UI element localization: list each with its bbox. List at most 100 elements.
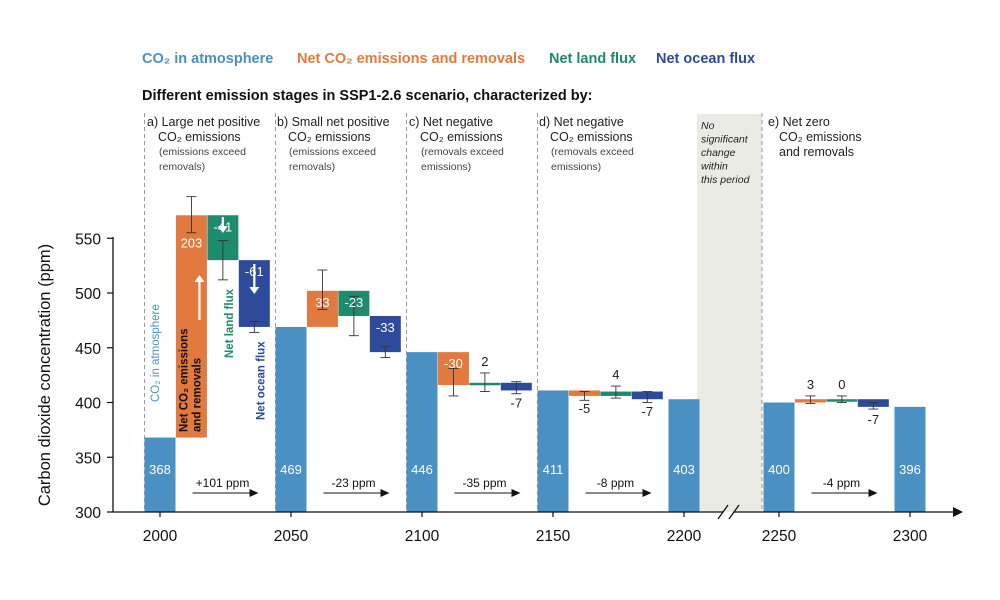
bar-atmosphere (406, 352, 438, 512)
bar-ocean (369, 315, 401, 353)
y-tick-label: 400 (75, 396, 101, 413)
inner-annotations: CO₂ in atmosphere Net CO₂ emissions and re… (150, 217, 267, 432)
axis-break-mark (728, 504, 740, 520)
stage-header-line: b) Small net positive (277, 115, 390, 129)
stage-header-line: c) Net negative (409, 115, 493, 129)
x-tick-label: 2150 (536, 528, 571, 545)
bar-value-label: -5 (579, 401, 591, 416)
change-arrows: +101 ppm -23 ppm -35 ppm -8 ppm -4 ppm (192, 476, 878, 497)
bar-atmosphere (144, 437, 176, 512)
y-tick-label: 550 (75, 231, 101, 248)
bar-value-label: 33 (315, 295, 329, 310)
x-tick-label: 2250 (762, 528, 797, 545)
rotated-series-label: Net ocean flux (255, 341, 267, 420)
stage-header-line: e) Net zero (768, 115, 830, 129)
stage-header-line: and removals (779, 145, 854, 159)
gap-note-line: change (701, 147, 736, 159)
y-tick-label: 500 (75, 286, 101, 303)
bar-labels: 368203-41-6146933-23-33446-302-7411-54-7… (149, 219, 921, 477)
legend-label-2: Net land flux (549, 51, 636, 67)
y-axis-label: Carbon dioxide concentration (ppm) (36, 244, 54, 506)
change-label: -4 ppm (823, 476, 860, 490)
rotated-series-label: and removals (191, 358, 203, 432)
bar-atmosphere (668, 399, 700, 512)
legend-label-1: Net CO₂ emissions and removals (297, 51, 525, 67)
change-label: +101 ppm (196, 476, 250, 490)
stage-header-line: a) Large net positive (147, 115, 260, 129)
bar-value-label: -30 (444, 356, 463, 371)
bar-value-label: 368 (149, 462, 171, 477)
chart-title: Different emission stages in SSP1-2.6 sc… (142, 88, 592, 104)
legend: CO₂ in atmosphere Net CO₂ emissions and r… (142, 51, 755, 67)
bar-value-label: -23 (344, 295, 363, 310)
bar-value-label: 0 (838, 377, 845, 392)
stage-header-line: CO₂ emissions (158, 130, 241, 144)
gap-band-rect (697, 114, 762, 512)
x-tick-label: 2200 (667, 528, 702, 545)
bar-value-label: 469 (280, 462, 302, 477)
bar-atmosphere (894, 406, 926, 512)
bar-emissions (175, 215, 207, 438)
gap-note-line: No (701, 120, 715, 132)
stage-header-sub: removals) (159, 161, 205, 173)
stage-header-sub: removals) (289, 161, 335, 173)
change-arrow-head (249, 489, 259, 497)
y-tick-label: 350 (75, 450, 101, 467)
stage-header-line: CO₂ emissions (420, 130, 503, 144)
down-arrow-icon-head (249, 287, 260, 294)
rotated-series-label: Net CO₂ emissions (178, 328, 190, 432)
gap-note-line: significant (701, 134, 749, 146)
bar-value-label: 3 (807, 377, 814, 392)
change-arrow-head (642, 489, 652, 497)
gap-note-line: within (701, 161, 728, 173)
stage-header-sub: (removals exceed (421, 146, 504, 158)
bar-value-label: 203 (181, 235, 203, 250)
bar-atmosphere (537, 390, 569, 512)
x-tick-label: 2000 (143, 528, 178, 545)
y-tick-label: 450 (75, 341, 101, 358)
stage-header-line: CO₂ emissions (779, 130, 862, 144)
gap-note-line: this period (701, 174, 751, 186)
bar-value-label: 403 (673, 462, 695, 477)
x-axis-arrowhead (953, 507, 963, 517)
bar-value-label: 4 (612, 367, 619, 382)
stage-header-sub: emissions) (421, 161, 471, 173)
error-bars (186, 196, 879, 410)
change-label: -8 ppm (597, 476, 634, 490)
axis-break-mark (717, 504, 729, 520)
stage-header-line: CO₂ emissions (550, 130, 633, 144)
bar-value-label: -7 (511, 395, 523, 410)
bar-atmosphere (275, 326, 307, 512)
stage-header-sub: emissions) (551, 161, 601, 173)
y-tick-label: 300 (75, 505, 101, 522)
bar-value-label: -33 (376, 320, 395, 335)
bar-value-label: -7 (868, 412, 880, 427)
stage-header-sub: (emissions exceed (289, 146, 376, 158)
x-tick-label: 2050 (274, 528, 309, 545)
stage-header-sub: (emissions exceed (159, 146, 246, 158)
legend-label-3: Net ocean flux (656, 51, 755, 67)
rotated-series-label: Net land flux (224, 288, 236, 358)
bar-value-label: -7 (642, 404, 654, 419)
x-tick-label: 2300 (893, 528, 928, 545)
stage-header-line: CO₂ emissions (288, 130, 371, 144)
stage-header-line: d) Net negative (539, 115, 624, 129)
legend-label-0: CO₂ in atmosphere (142, 51, 273, 67)
down-arrow-icon-head (217, 226, 228, 233)
change-label: -23 ppm (331, 476, 375, 490)
stage-header-sub: (removals exceed (551, 146, 634, 158)
change-arrow-head (380, 489, 390, 497)
change-arrow-head (868, 489, 878, 497)
bar-value-label: 446 (411, 462, 433, 477)
bar-atmosphere (763, 402, 795, 512)
bar-value-label: 411 (543, 462, 564, 477)
bar-value-label: 400 (768, 462, 790, 477)
change-arrow-head (511, 489, 521, 497)
bar-value-label: 2 (481, 354, 488, 369)
change-label: -35 ppm (462, 476, 506, 490)
bar-value-label: 396 (899, 462, 921, 477)
